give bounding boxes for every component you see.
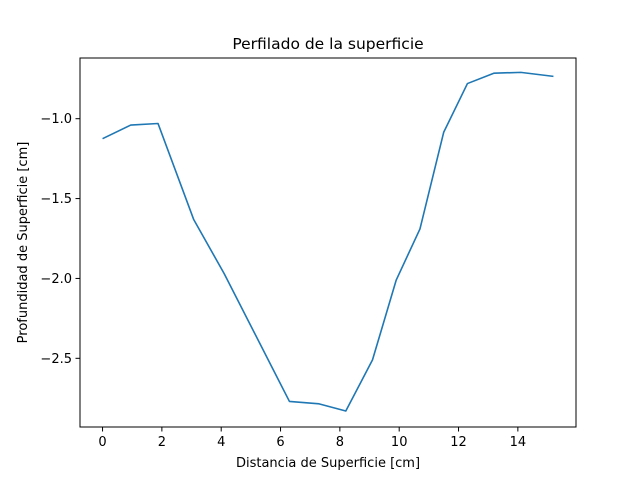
x-tick-label: 2 [158,435,166,450]
x-tick-label: 14 [510,435,527,450]
y-tick-label: −1.5 [40,192,72,207]
y-axis-label: Profundidad de Superficie [cm] [16,142,31,344]
y-tick-label: −2.5 [40,352,72,367]
x-tick-label: 6 [276,435,284,450]
x-tick-label: 12 [450,435,467,450]
x-axis-label: Distancia de Superficie [cm] [236,456,420,471]
x-tick-label: 8 [336,435,344,450]
series-line [102,71,554,412]
y-tick-label: −2.0 [40,272,72,287]
y-tick-label: −1.0 [40,112,72,127]
x-tick-label: 10 [391,435,408,450]
ticks-layer: 0 2 4 6 8 10 12 14 −2.5 −2.0 −1.5 −1.0 [40,112,526,450]
x-tick-label: 4 [217,435,225,450]
series-layer [102,71,554,412]
chart-title: Perfilado de la superficie [232,35,423,53]
plot-area: 0 2 4 6 8 10 12 14 −2.5 −2.0 −1.5 −1.0 [40,57,577,450]
x-tick-label: 0 [98,435,106,450]
axes-frame [79,57,577,428]
